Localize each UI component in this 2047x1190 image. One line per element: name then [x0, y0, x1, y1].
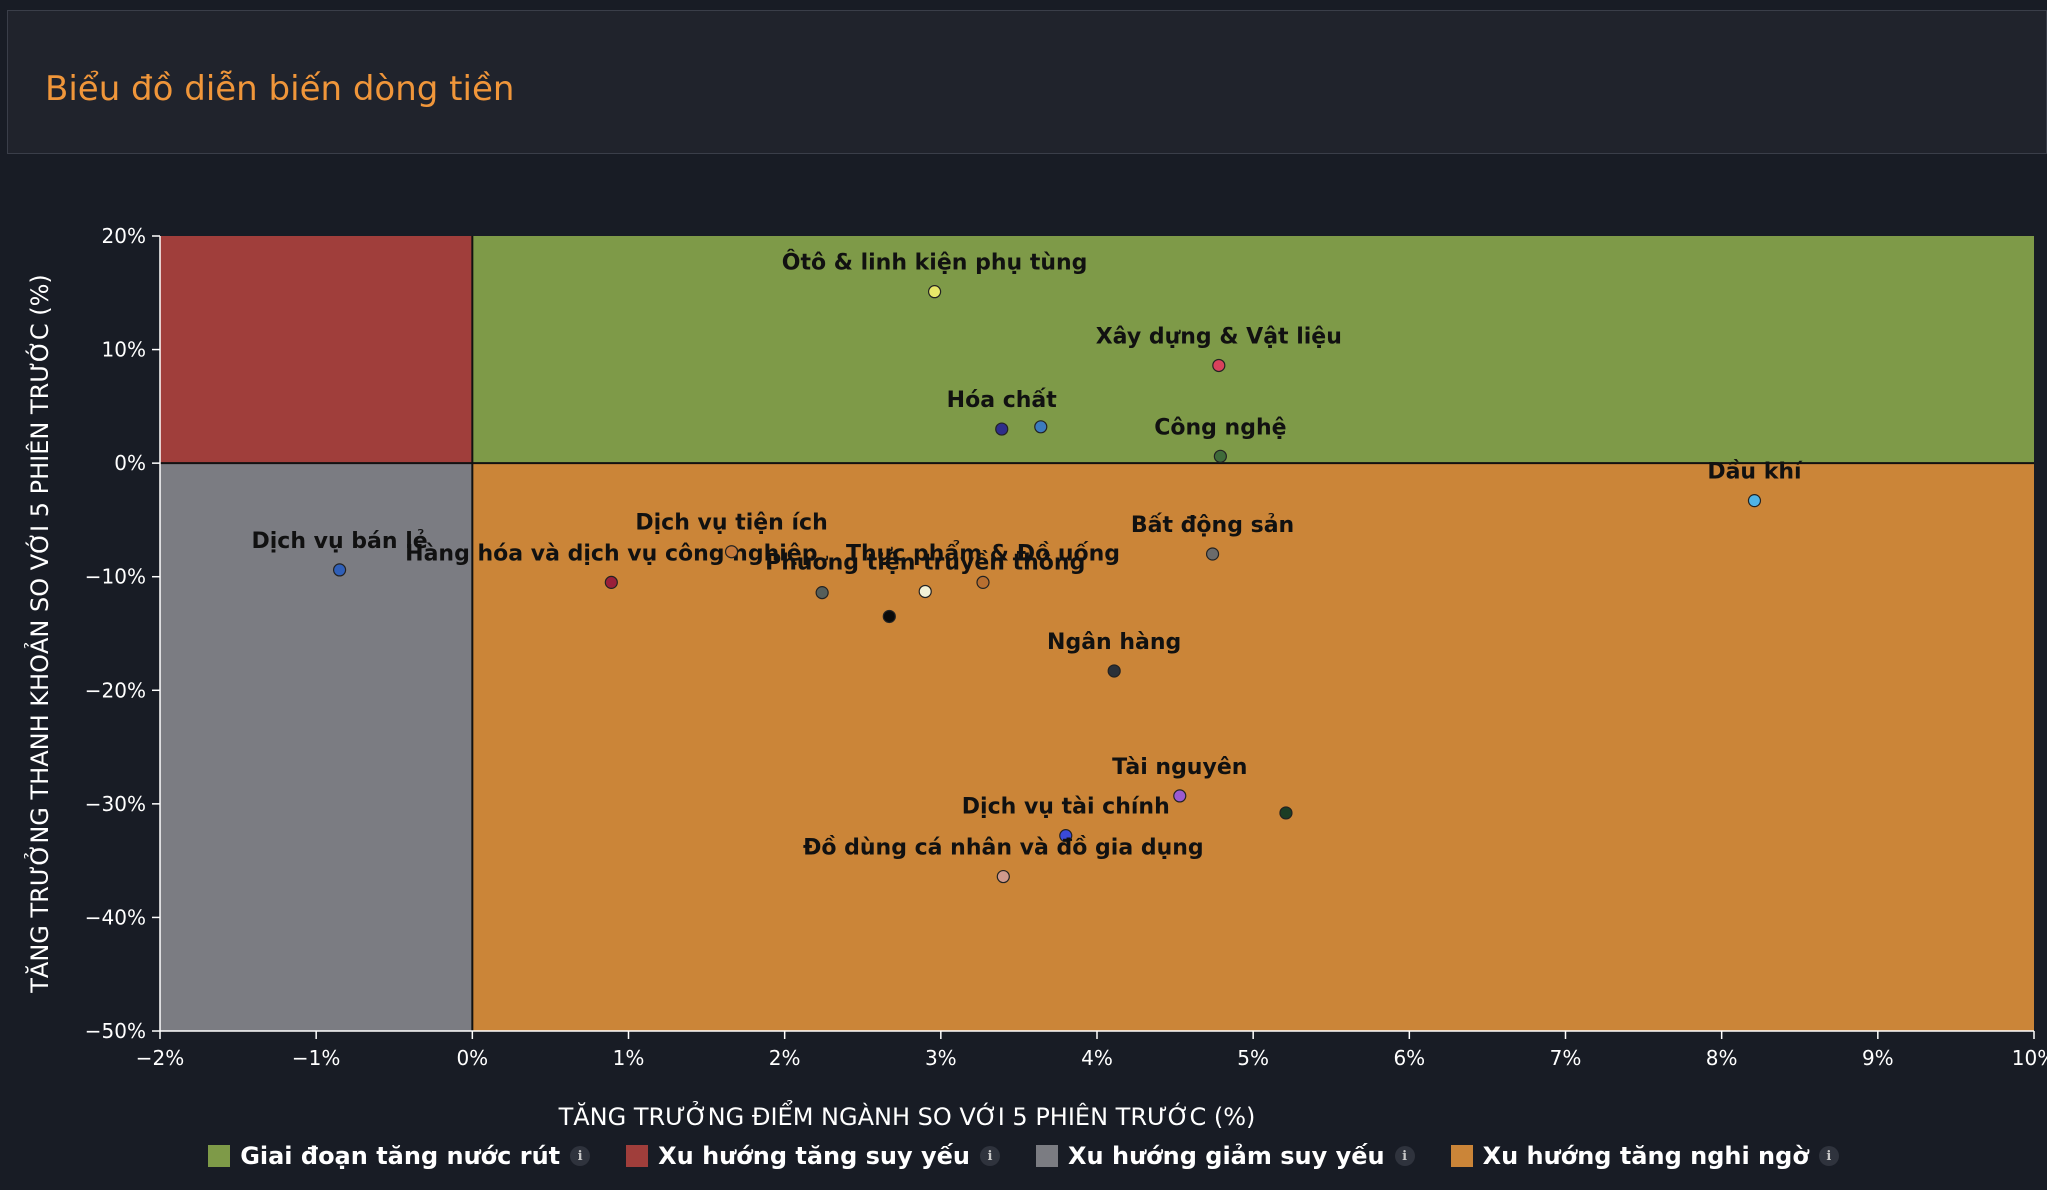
x-axis-title: TĂNG TRƯỞNG ĐIỂM NGÀNH SO VỚI 5 PHIÊN TR…	[558, 1099, 1256, 1131]
data-point	[976, 575, 990, 589]
x-tick-label: 8%	[1706, 1046, 1738, 1070]
data-point	[604, 575, 618, 589]
legend-swatch	[1036, 1145, 1059, 1167]
data-point	[918, 584, 932, 599]
y-tick-label: −50%	[85, 1019, 146, 1043]
x-tick-label: 3%	[925, 1046, 957, 1070]
info-icon[interactable]: i	[570, 1146, 591, 1166]
chart-legend: Giai đoạn tăng nước rút i Xu hướng tăng …	[0, 1142, 2047, 1170]
x-tick-label: 9%	[1862, 1046, 1894, 1070]
data-point	[1213, 449, 1227, 463]
legend-item-sprint[interactable]: Giai đoạn tăng nước rút i	[208, 1142, 591, 1170]
data-point	[1205, 547, 1220, 561]
data-point	[1107, 664, 1121, 678]
data-label: Ôtô & linh kiện phụ tùng	[782, 250, 1088, 276]
chart-header: Biểu đồ diễn biến dòng tiền	[7, 10, 2047, 154]
data-label: Dầu khí	[1707, 460, 1803, 485]
data-point	[882, 609, 896, 624]
data-point	[724, 545, 739, 559]
data-point	[1173, 789, 1187, 803]
x-tick-label: 7%	[1550, 1046, 1582, 1070]
info-icon[interactable]: i	[1818, 1146, 1839, 1166]
y-tick-label: −20%	[85, 678, 146, 702]
data-point	[1034, 420, 1048, 434]
data-point	[927, 285, 942, 299]
page-title: Biểu đồ diễn biến dòng tiền	[45, 69, 515, 109]
data-point	[815, 586, 829, 600]
y-tick-label: −40%	[85, 905, 146, 929]
x-tick-label: 0%	[456, 1046, 488, 1070]
x-tick-label: 1%	[613, 1046, 645, 1070]
data-label: Đồ dùng cá nhân và đồ gia dụng	[803, 836, 1204, 861]
data-label: Công nghệ	[1154, 415, 1286, 440]
x-tick-label: 4%	[1081, 1046, 1113, 1070]
x-tick-label: 2%	[769, 1046, 801, 1070]
y-axis-title: TĂNG TRƯỞNG THANH KHOẢN SO VỚI 5 PHIÊN T…	[23, 274, 54, 994]
y-tick-label: 0%	[114, 451, 146, 475]
data-label: Dịch vụ tiện ích	[635, 511, 827, 536]
legend-swatch	[1450, 1145, 1473, 1167]
x-tick-label: −1%	[292, 1046, 341, 1070]
legend-label: Xu hướng giảm suy yếu	[1068, 1142, 1385, 1170]
data-label: Bất động sản	[1131, 513, 1294, 538]
data-label: Tài nguyên	[1112, 755, 1247, 780]
info-icon[interactable]: i	[1394, 1146, 1415, 1166]
data-point	[1747, 494, 1762, 508]
data-point	[1212, 358, 1226, 373]
data-label: Dịch vụ tài chính	[962, 795, 1170, 820]
data-label: Hóa chất	[947, 388, 1058, 413]
y-tick-label: −30%	[85, 792, 146, 816]
x-tick-label: 5%	[1237, 1046, 1269, 1070]
legend-item-weakening-up[interactable]: Xu hướng tăng suy yếu i	[626, 1142, 1001, 1170]
legend-item-weakening-down[interactable]: Xu hướng giảm suy yếu i	[1036, 1142, 1415, 1170]
data-point	[1279, 806, 1293, 820]
legend-item-doubtful-up[interactable]: Xu hướng tăng nghi ngờ i	[1450, 1142, 1839, 1170]
data-point	[996, 869, 1010, 884]
legend-swatch	[208, 1145, 231, 1167]
data-label: Hàng hóa và dịch vụ công nghiệp	[405, 541, 817, 566]
y-tick-label: 10%	[102, 338, 146, 362]
data-label: Xây dựng & Vật liệu	[1096, 324, 1342, 349]
x-tick-label: 6%	[1393, 1046, 1425, 1070]
x-tick-label: −2%	[136, 1046, 185, 1070]
quadrant-region	[472, 236, 2034, 464]
data-point	[995, 422, 1009, 436]
legend-label: Xu hướng tăng nghi ngờ	[1482, 1142, 1809, 1170]
data-label: Ngân hàng	[1047, 630, 1181, 655]
data-label: Dịch vụ bán lẻ	[251, 529, 427, 554]
data-label: Phương tiện truyền thông	[765, 550, 1085, 575]
data-label: Thực phẩm & Đồ uống	[846, 540, 1120, 566]
x-tick-label: 10%	[2012, 1046, 2047, 1070]
y-tick-label: 20%	[102, 224, 146, 248]
info-icon[interactable]: i	[980, 1146, 1001, 1166]
data-point	[332, 563, 347, 577]
quadrant-region	[160, 236, 473, 464]
quadrant-region	[160, 463, 473, 1032]
legend-swatch	[626, 1145, 649, 1167]
y-tick-label: −10%	[85, 565, 146, 589]
legend-label: Xu hướng tăng suy yếu	[658, 1142, 971, 1170]
data-point	[1059, 829, 1073, 843]
legend-label: Giai đoạn tăng nước rút	[240, 1142, 561, 1170]
